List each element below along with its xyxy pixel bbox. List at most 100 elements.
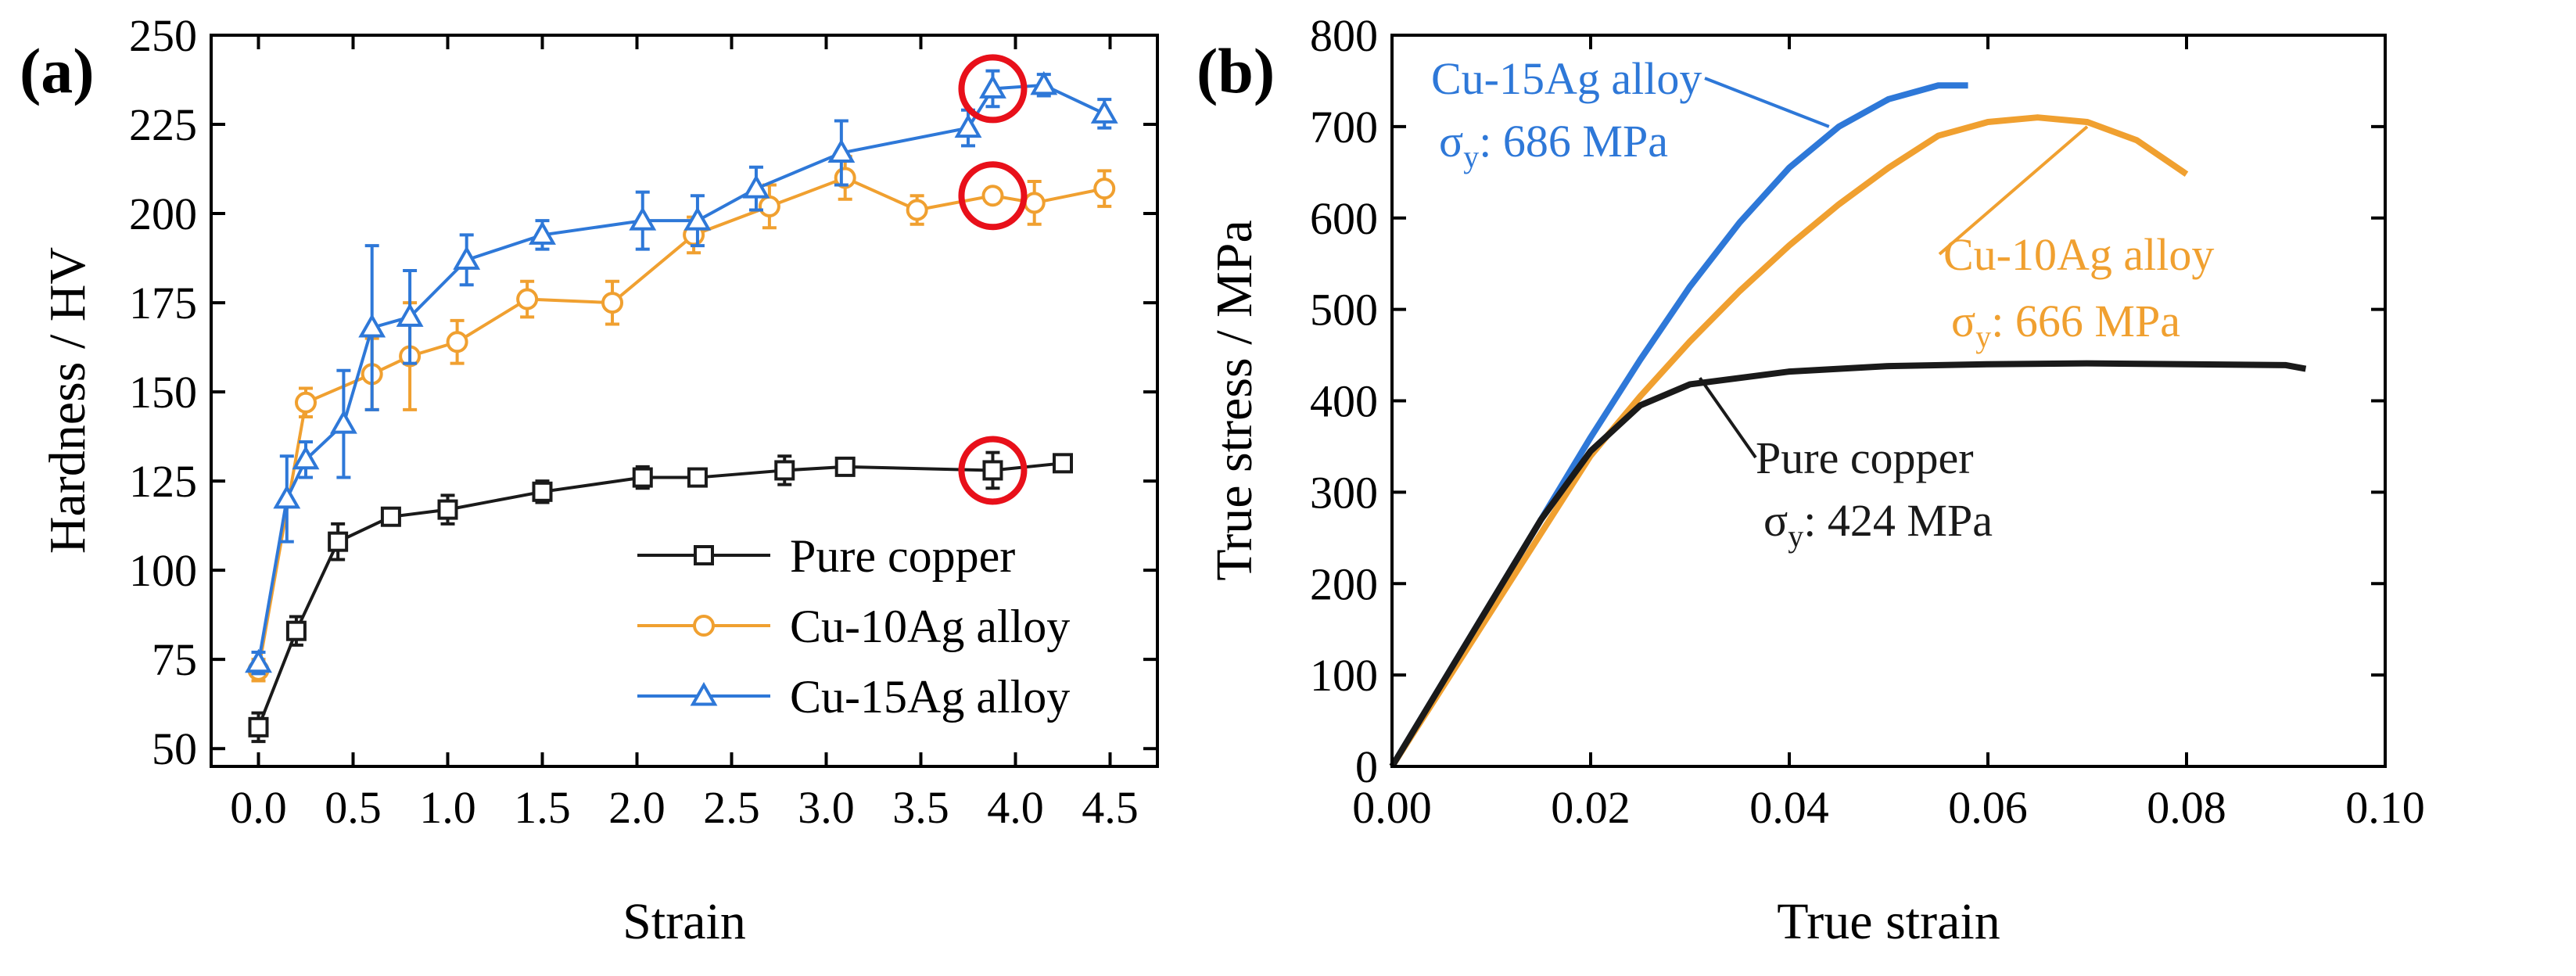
data-point: [979, 74, 1006, 99]
data-point: [437, 499, 458, 520]
legend-label: Pure copper: [790, 530, 1015, 582]
data-point: [245, 648, 272, 673]
annotation-cu15ag: Cu-15Ag alloy σy: 686 MPa: [1431, 53, 1830, 174]
b-y-tick-label: 100: [1310, 650, 1378, 701]
a-x-tick-label: 2.0: [608, 782, 666, 833]
data-point: [516, 288, 539, 310]
data-point: [683, 206, 712, 231]
a-x-tick-label: 1.0: [419, 782, 476, 833]
a-y-tick-label: 100: [129, 545, 197, 596]
data-point: [1090, 99, 1118, 124]
b-x-tick-label: 0.10: [2345, 782, 2425, 833]
a-x-tick-label: 1.5: [514, 782, 571, 833]
data-point: [834, 456, 856, 477]
a-x-tick-label: 4.5: [1082, 782, 1139, 833]
data-point: [774, 460, 795, 481]
annotation-name: Pure copper: [1756, 432, 1974, 483]
a-x-tick-label: 3.5: [892, 782, 949, 833]
b-x-tick-label: 0.02: [1551, 782, 1631, 833]
b-y-tick-label: 0: [1355, 741, 1378, 792]
a-x-tick-label: 4.0: [987, 782, 1044, 833]
data-point: [687, 467, 708, 488]
b-x-tick-label: 0.08: [2147, 782, 2226, 833]
annotation-yield: σy: 424 MPa: [1763, 495, 1993, 554]
panel-label-b: (b): [1197, 35, 1275, 106]
data-point: [827, 138, 856, 163]
a-y-tick-label: 225: [129, 99, 197, 150]
a-x-tick-label: 3.0: [798, 782, 855, 833]
curve-cu15ag: [1389, 82, 1968, 769]
a-y-tick-label: 175: [129, 278, 197, 328]
highlight-circle: [958, 436, 1028, 505]
data-point: [906, 199, 928, 221]
plot-frame-a: [210, 34, 1159, 768]
annotation-leader: [1938, 125, 2089, 256]
annotation-cu10ag: Cu-10Ag alloy σy: 666 MPa: [1938, 125, 2214, 354]
stress-strain-chart: (b) 0.00 0.02 0.04 0.06 0.08 0.10 0 100 200 300 40…: [1197, 10, 2425, 950]
series-line: [257, 461, 1064, 728]
a-x-tick-label: 0.5: [325, 782, 382, 833]
data-point: [632, 467, 653, 488]
b-x-tick-label: 0.04: [1749, 782, 1829, 833]
annotation-leader: [1704, 77, 1830, 128]
legend-a: Pure copper Cu-10Ag alloy Cu-15Ag alloy: [637, 530, 1070, 723]
highlight-circle: [958, 54, 1028, 124]
b-x-tick-label: 0.00: [1352, 782, 1432, 833]
curve-pure_copper: [1389, 360, 2307, 769]
highlight-circle: [958, 161, 1028, 231]
data-point: [601, 292, 624, 314]
series-cu15ag: [245, 69, 1118, 676]
annotation-pure_copper: Pure copper σy: 424 MPa: [1699, 377, 1993, 554]
data-point: [295, 391, 317, 414]
a-y-tick-label: 250: [129, 10, 197, 61]
legend-label: Cu-15Ag alloy: [790, 671, 1070, 723]
data-point: [329, 410, 357, 434]
data-point: [328, 531, 349, 552]
b-y-tick-label: 400: [1310, 376, 1378, 427]
b-y-tick-label: 500: [1310, 285, 1378, 336]
series-line: [257, 83, 1106, 664]
b-x-tick-label: 0.06: [1948, 782, 2028, 833]
legend-marker: [690, 681, 718, 706]
b-y-tick-label: 600: [1310, 193, 1378, 244]
annotation-leader: [1699, 377, 1757, 459]
annotation-name: Cu-15Ag alloy: [1431, 53, 1702, 104]
curve-cu10ag: [1389, 114, 2189, 769]
b-y-tick-label: 200: [1310, 558, 1378, 609]
legend-marker: [694, 545, 714, 565]
a-y-tick-label: 50: [152, 723, 197, 774]
data-point: [396, 303, 424, 327]
a-y-tick-label: 200: [129, 188, 197, 239]
b-y-tick-label: 300: [1310, 467, 1378, 518]
data-point: [1053, 453, 1073, 474]
data-point: [1030, 70, 1058, 95]
a-y-tick-label: 150: [129, 367, 197, 418]
x-axis-label-b: True strain: [1777, 893, 2000, 950]
panel-label-a: (a): [20, 35, 95, 106]
data-point: [380, 506, 401, 527]
series-pure_copper: [248, 450, 1073, 744]
data-point: [1093, 178, 1116, 200]
data-point: [529, 221, 556, 245]
data-point: [629, 206, 657, 231]
data-point: [742, 174, 770, 199]
series-line: [257, 176, 1105, 671]
a-x-tick-label: 0.0: [230, 782, 287, 833]
annotation-name: Cu-10Ag alloy: [1943, 229, 2214, 280]
data-point: [532, 481, 553, 502]
y-axis-label-b: True stress / MPa: [1206, 220, 1263, 580]
data-point: [453, 246, 481, 270]
annotation-yield: σy: 686 MPa: [1439, 116, 1668, 174]
data-point: [273, 484, 301, 509]
y-axis-label-a: Hardness / HV: [39, 247, 96, 554]
data-point: [982, 460, 1003, 481]
b-y-tick-label: 800: [1310, 10, 1378, 61]
legend-label: Cu-10Ag alloy: [790, 601, 1070, 652]
a-y-tick-label: 75: [152, 634, 197, 685]
a-y-tick-label: 125: [129, 456, 197, 507]
data-point: [758, 195, 780, 217]
x-axis-label-a: Strain: [622, 893, 746, 950]
data-point: [954, 113, 982, 138]
hardness-chart: (a) 0.0 0.5 1.0 1.5 2.0 2.5 3.0 3.5 4.0 4.5 50 75 10…: [20, 10, 1159, 950]
